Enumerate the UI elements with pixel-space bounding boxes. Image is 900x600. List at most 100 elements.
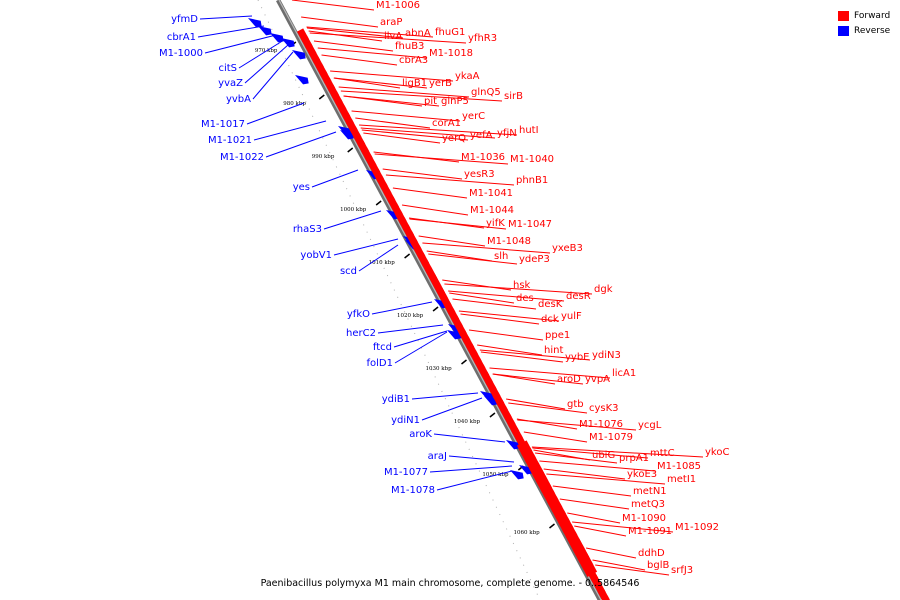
forward-gene-m1-1040[interactable]: M1-1040 <box>374 153 554 165</box>
forward-gene-cysk3[interactable]: cysK3 <box>508 402 619 414</box>
forward-gene-prpa1[interactable]: prpA1 <box>535 452 649 464</box>
forward-gene-metq3[interactable]: metQ3 <box>559 498 665 510</box>
forward-gene-huti[interactable]: hutI <box>359 124 539 136</box>
forward-gene-m1-1036[interactable]: M1-1036 <box>373 151 505 163</box>
reverse-gene-m1-1017[interactable]: M1-1017 <box>201 102 305 130</box>
forward-gene-lica1[interactable]: licA1 <box>489 367 636 379</box>
forward-gene-fhug1[interactable]: fhuG1 <box>306 26 465 38</box>
forward-gene-m1-1085[interactable]: M1-1085 <box>539 460 701 472</box>
reverse-gene-herc2[interactable]: herC2 <box>346 324 444 339</box>
forward-gene-ycgl[interactable]: ycgL <box>517 419 662 431</box>
forward-gene-glnp5[interactable]: glnP5 <box>343 95 469 107</box>
reverse-gene-ydin1[interactable]: ydiN1 <box>391 397 483 426</box>
forward-gene-sirb[interactable]: sirB <box>340 90 523 102</box>
forward-gene-m1-1048[interactable]: M1-1048 <box>418 235 531 247</box>
forward-gene-des[interactable]: des <box>449 292 534 304</box>
forward-gene-fhub3[interactable]: fhuB3 <box>313 40 424 52</box>
forward-gene-yvpa[interactable]: yvpA <box>492 373 610 385</box>
reverse-gene-ydib1[interactable]: ydiB1 <box>382 392 479 405</box>
reverse-gene-rhas3[interactable]: rhaS3 <box>293 210 382 235</box>
reverse-gene-yobv1[interactable]: yobV1 <box>300 238 399 261</box>
forward-gene-mttc[interactable]: mttC <box>532 447 675 459</box>
forward-gene-yerb[interactable]: yerB <box>333 77 452 89</box>
forward-gene-m1-1091[interactable]: M1-1091 <box>574 525 672 537</box>
forward-gene-cbra3[interactable]: cbrA3 <box>321 54 429 66</box>
forward-gene-ykoe3[interactable]: ykoE3 <box>543 468 657 480</box>
forward-gene-m1-1006[interactable]: M1-1006 <box>291 0 420 11</box>
forward-gene-m1-1092[interactable]: M1-1092 <box>572 521 719 533</box>
forward-gene-abna[interactable]: abnA <box>306 27 431 39</box>
gene-label: glnQ5 <box>471 87 501 98</box>
reverse-gene-cits[interactable]: citS <box>218 39 285 74</box>
forward-gene-m1-1079[interactable]: M1-1079 <box>523 431 633 443</box>
forward-gene-ydep3[interactable]: ydeP3 <box>428 253 550 265</box>
gene-label: mttC <box>650 448 675 459</box>
forward-gene-gtb[interactable]: gtb <box>506 398 584 410</box>
forward-gene-phnb1[interactable]: phnB1 <box>385 174 548 186</box>
forward-gene-block <box>601 595 614 600</box>
reverse-gene-cbra1[interactable]: cbrA1 <box>167 25 265 43</box>
forward-gene-arod[interactable]: aroD <box>492 373 581 385</box>
forward-gene-ykoc[interactable]: ykoC <box>531 446 730 458</box>
reverse-gene-yvba[interactable]: yvbA <box>226 51 294 105</box>
legend-reverse-label: Reverse <box>854 25 891 36</box>
leader-line <box>543 468 626 480</box>
reverse-gene-m1-1000[interactable]: M1-1000 <box>159 34 277 59</box>
forward-gene-desk[interactable]: desK <box>452 298 563 310</box>
reverse-gene-yvaz[interactable]: yvaZ <box>218 44 289 89</box>
gene-label: yfjN <box>497 128 517 139</box>
reverse-gene-scd[interactable]: scd <box>340 244 399 277</box>
forward-gene-glnq5[interactable]: glnQ5 <box>338 86 501 98</box>
forward-gene-yfjn[interactable]: yfjN <box>360 127 517 139</box>
forward-gene-srfj3[interactable]: srfJ3 <box>595 564 693 576</box>
forward-gene-yxeb3[interactable]: yxeB3 <box>422 242 583 254</box>
forward-gene-dgk[interactable]: dgk <box>444 283 613 295</box>
reverse-gene-m1-1021[interactable]: M1-1021 <box>208 120 327 146</box>
reverse-track <box>257 0 541 600</box>
forward-gene-yerc[interactable]: yerC <box>351 110 486 122</box>
reverse-gene-arok[interactable]: aroK <box>409 429 506 443</box>
gene-label: yulF <box>561 311 582 322</box>
forward-gene-yesr3[interactable]: yesR3 <box>382 168 495 180</box>
forward-gene-yybe[interactable]: yybE <box>480 351 590 363</box>
gene-label: ftcd <box>373 342 392 353</box>
forward-gene-desr[interactable]: desR <box>448 290 591 302</box>
forward-gene-ddhd[interactable]: ddhD <box>585 547 665 559</box>
leader-line <box>253 120 327 141</box>
reverse-gene-yfko[interactable]: yfkO <box>347 301 433 320</box>
leader-line <box>535 452 618 464</box>
leader-line <box>333 238 399 256</box>
reverse-gene-araj[interactable]: araJ <box>428 451 515 463</box>
forward-gene-metn1[interactable]: metN1 <box>552 485 667 497</box>
forward-gene-arap[interactable]: araP <box>301 16 402 28</box>
forward-gene-m1-1090[interactable]: M1-1090 <box>567 512 666 524</box>
forward-gene-hsk[interactable]: hsk <box>442 279 531 291</box>
forward-gene-ppe1[interactable]: ppe1 <box>469 329 570 341</box>
reverse-gene-m1-1077[interactable]: M1-1077 <box>384 465 513 478</box>
forward-gene-bglb[interactable]: bglB <box>592 559 670 571</box>
forward-gene-ydin3[interactable]: ydiN3 <box>479 349 621 361</box>
reverse-gene-ftcd[interactable]: ftcd <box>373 330 448 353</box>
reverse-gene-m1-1022[interactable]: M1-1022 <box>220 131 337 163</box>
gene-label: yfhR3 <box>468 33 497 44</box>
forward-gene-m1-1047[interactable]: M1-1047 <box>409 218 553 230</box>
forward-gene-meti1[interactable]: metI1 <box>546 473 696 485</box>
forward-gene-yulf[interactable]: yulF <box>458 310 582 322</box>
gene-label: M1-1092 <box>675 522 719 533</box>
forward-gene-hint[interactable]: hint <box>477 344 563 356</box>
forward-gene-ykaa[interactable]: ykaA <box>330 70 480 82</box>
forward-gene-cora1[interactable]: corA1 <box>355 117 461 129</box>
leader-line <box>409 218 507 230</box>
forward-gene-dck[interactable]: dck <box>460 313 559 325</box>
forward-gene-slh[interactable]: slh <box>426 250 509 262</box>
forward-gene-m1-1018[interactable]: M1-1018 <box>317 47 473 59</box>
forward-gene-m1-1041[interactable]: M1-1041 <box>392 187 513 199</box>
reverse-gene-yes[interactable]: yes <box>293 169 359 193</box>
forward-gene-yfhr3[interactable]: yfhR3 <box>309 32 497 44</box>
forward-gene-yefa[interactable]: yefA <box>361 129 493 141</box>
reverse-gene-fold1[interactable]: folD1 <box>367 331 448 369</box>
reverse-gene-m1-1078[interactable]: M1-1078 <box>391 470 513 496</box>
reverse-gene-yfmd[interactable]: yfmD <box>171 14 253 25</box>
forward-gene-m1-1044[interactable]: M1-1044 <box>401 204 514 216</box>
gene-label: M1-1040 <box>510 154 554 165</box>
